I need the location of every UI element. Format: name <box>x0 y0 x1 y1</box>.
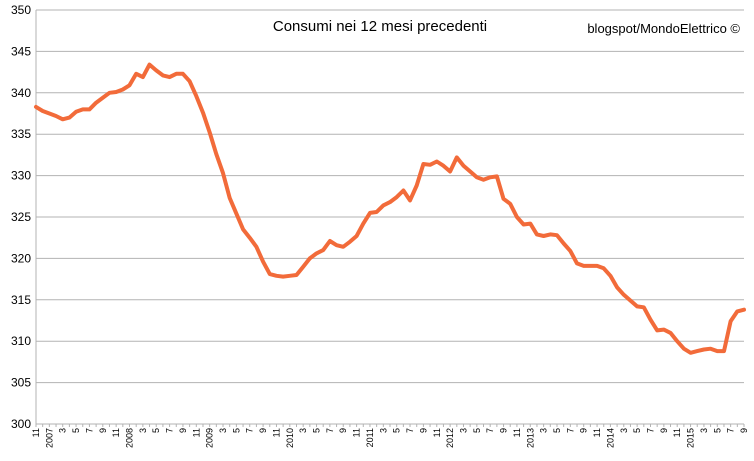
x-tick-label: 3 <box>58 428 68 433</box>
x-tick-label: 7 <box>565 428 575 433</box>
y-tick-label: 305 <box>11 376 31 390</box>
x-tick-label: 2008 <box>125 428 135 448</box>
x-tick-label: 3 <box>378 428 388 433</box>
y-tick-label: 350 <box>11 3 31 17</box>
series-line <box>34 62 746 355</box>
x-tick-label: 5 <box>71 428 81 433</box>
x-tick-label: 3 <box>458 428 468 433</box>
x-tick-label: 3 <box>218 428 228 433</box>
x-tick-label: 2015 <box>686 428 696 448</box>
x-tick-label: 2012 <box>445 428 455 448</box>
x-tick-label: 5 <box>231 428 241 433</box>
x-tick-label: 2009 <box>205 428 215 448</box>
x-tick-label: 9 <box>659 428 669 433</box>
x-tick-label: 7 <box>325 428 335 433</box>
x-tick-label: 2013 <box>525 428 535 448</box>
x-tick-label: 11 <box>672 428 682 437</box>
y-tick-labels: 300 305 310 315 320 325 330 335 340 345 350 <box>11 3 31 431</box>
y-tick-label: 335 <box>11 127 31 141</box>
x-tick-label: 3 <box>699 428 709 433</box>
y-tick-label: 300 <box>11 417 31 431</box>
x-tick-label: 9 <box>579 428 589 433</box>
y-tick-label: 325 <box>11 210 31 224</box>
x-tick-label: 2010 <box>285 428 295 448</box>
x-tick-label: 9 <box>178 428 188 433</box>
grid-lines <box>36 9 744 425</box>
chart-title: Consumi nei 12 mesi precedenti <box>273 18 487 35</box>
axes <box>35 10 745 427</box>
x-tick-label: 9 <box>98 428 108 433</box>
x-tick-label: 5 <box>392 428 402 433</box>
series-group <box>34 62 746 355</box>
x-tick-label: 5 <box>712 428 722 433</box>
y-tick-label: 310 <box>11 334 31 348</box>
x-tick-label: 11 <box>111 428 121 437</box>
x-tick-label: 7 <box>485 428 495 433</box>
x-tick-label: 7 <box>245 428 255 433</box>
x-tick-labels: 11 2007 3 5 7 9 11 2008 3 5 7 9 11 2009 3 5 7 9 11 2010 3 5 7 9… <box>31 428 749 448</box>
x-tick-label: 7 <box>84 428 94 433</box>
x-tick-label: 5 <box>552 428 562 433</box>
x-tick-label: 11 <box>592 428 602 437</box>
y-tick-label: 330 <box>11 169 31 183</box>
x-tick-label: 2011 <box>365 428 375 447</box>
y-tick-label: 320 <box>11 251 31 265</box>
x-tick-label: 7 <box>726 428 736 433</box>
x-tick-label: 11 <box>271 428 281 437</box>
x-tick-label: 3 <box>619 428 629 433</box>
x-tick-label: 3 <box>298 428 308 433</box>
x-tick-label: 11 <box>352 428 362 437</box>
x-tick-label: 11 <box>191 428 201 437</box>
x-tick-label: 9 <box>739 428 749 433</box>
x-tick-label: 3 <box>539 428 549 433</box>
y-tick-label: 340 <box>11 86 31 100</box>
x-tick-label: 9 <box>338 428 348 433</box>
x-tick-label: 5 <box>151 428 161 433</box>
x-tick-label: 9 <box>258 428 268 433</box>
x-tick-label: 5 <box>472 428 482 433</box>
x-tick-label: 11 <box>432 428 442 437</box>
y-tick-label: 315 <box>11 293 31 307</box>
chart-credit-annotation: blogspot/MondoElettrico © <box>587 21 740 36</box>
x-tick-label: 9 <box>418 428 428 433</box>
x-tick-label: 5 <box>312 428 322 433</box>
x-tick-label: 11 <box>31 428 41 437</box>
x-tick-label: 2014 <box>605 428 615 448</box>
x-tick-label: 3 <box>138 428 148 433</box>
y-tick-label: 345 <box>11 44 31 58</box>
x-tick-label: 7 <box>405 428 415 433</box>
x-tick-label: 2007 <box>44 428 54 448</box>
x-tick-label: 7 <box>165 428 175 433</box>
x-tick-label: 9 <box>499 428 509 433</box>
x-tick-label: 11 <box>512 428 522 437</box>
x-tick-label: 5 <box>632 428 642 433</box>
x-tick-label: 7 <box>645 428 655 433</box>
